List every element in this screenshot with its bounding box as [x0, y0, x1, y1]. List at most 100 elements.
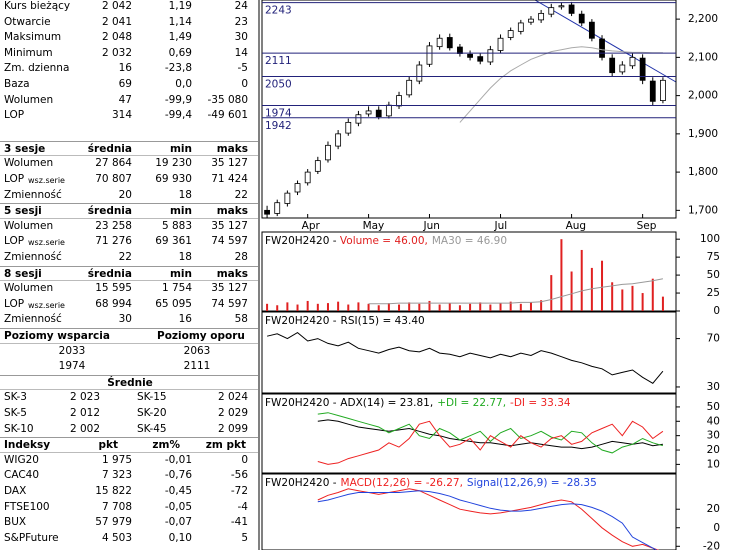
cell: 18: [178, 251, 192, 263]
cell: 8 sesji: [4, 267, 42, 280]
panel-title: FW20H2420 - Volume = 46.00, MA30 = 46.90: [265, 235, 507, 247]
candle-body: [325, 144, 331, 161]
volume-bar: [367, 303, 370, 311]
volume-bar: [651, 278, 654, 311]
candle-body: [294, 183, 301, 193]
cell: 1 975: [101, 453, 132, 466]
plot-area: [262, 1, 676, 218]
cell: 35 127: [211, 282, 248, 295]
cell: SK-3: [4, 391, 27, 404]
cell: zm%: [152, 439, 180, 452]
indicator-line: [317, 420, 664, 465]
cell: FTSE100: [4, 500, 50, 513]
volume-bar: [398, 304, 401, 311]
candle-body: [568, 4, 575, 14]
cell: 2063: [183, 344, 211, 357]
cell: -56: [230, 469, 248, 482]
cell: 2 041: [101, 15, 132, 28]
averages-header: Średnie: [0, 374, 258, 391]
y-tick-label: 20: [707, 444, 720, 456]
candle-body: [426, 45, 433, 65]
cell: Otwarcie: [4, 15, 51, 28]
cell: Zmienność: [4, 251, 62, 263]
cell: 5: [241, 531, 248, 544]
session-row: Wolumen 27 864 19 230 35 127: [0, 156, 258, 172]
cell: 19 230: [155, 157, 192, 170]
volume-bar: [641, 293, 644, 311]
session-row: Zmienność 22 18 28: [0, 250, 258, 266]
stat-row: Minimum 2 032 0,69 14: [0, 46, 258, 62]
stat-row: LOP 314 -99,4 -49 601: [0, 108, 258, 124]
plot-area: [317, 488, 660, 550]
session-row: LOP wsz.serie 68 994 65 095 74 597: [0, 297, 258, 313]
level-label: 1942: [265, 120, 292, 132]
y-tick-label: 0: [713, 522, 720, 534]
cell: 71 276: [95, 235, 132, 248]
x-tick-label: Aug: [566, 220, 587, 232]
cell: 47: [118, 93, 132, 106]
x-tick-label: Sep: [637, 220, 657, 232]
volume-bar: [489, 304, 492, 311]
legend-entry: MA30 = 46.90: [432, 235, 507, 247]
candle-body: [385, 104, 392, 117]
candle-body: [375, 109, 382, 118]
volume-bar: [601, 260, 604, 311]
volume-bar: [296, 304, 299, 311]
cell: min: [169, 142, 192, 155]
cell: wsz.serie: [28, 176, 65, 185]
candle-body: [538, 12, 545, 21]
candle-body: [649, 80, 656, 102]
cell: SK-20: [137, 407, 167, 419]
cell: 2 024: [217, 391, 248, 404]
cell: LOP: [4, 109, 25, 122]
cell: Zmienność: [4, 188, 62, 201]
y-tick-label: 2,000: [688, 90, 718, 102]
legend-entry: +DI = 22.77,: [437, 397, 506, 409]
plot-area: [317, 412, 664, 465]
candle-body: [477, 56, 484, 62]
volume-bar: [408, 302, 411, 311]
volume-bar: [357, 302, 360, 311]
volume-bar: [347, 304, 350, 311]
candle-body: [264, 209, 270, 215]
candle-body: [558, 5, 565, 8]
session-row: LOP wsz.serie 70 807 69 930 71 424: [0, 172, 258, 188]
cell: 23: [234, 15, 248, 28]
cell: 1 754: [161, 282, 192, 295]
y-tick-label: 1,900: [688, 128, 718, 140]
cell: -0,05: [164, 500, 192, 513]
candle-body: [497, 37, 504, 51]
cell: 2 012: [69, 407, 100, 419]
cell: 2 048: [101, 31, 132, 44]
volume-bar: [418, 303, 421, 311]
cell: 15 822: [95, 485, 132, 497]
cell: 27 864: [95, 157, 132, 170]
cell: 1,14: [168, 15, 192, 28]
cell: CAC40: [4, 469, 40, 482]
candle-body: [274, 202, 281, 214]
indicator-line: [317, 488, 660, 550]
y-tick-label: -20: [703, 540, 720, 550]
levels-row: 1974 2111: [0, 359, 258, 375]
panel-title-prefix: FW20H2420 -: [265, 477, 337, 489]
legend-entry: Signal(12,26,9) = -28.35: [467, 477, 597, 489]
cell: min: [169, 205, 192, 218]
panel-frame: [261, 473, 677, 550]
cell: SK-5: [4, 407, 27, 419]
cell: 7 323: [101, 469, 132, 482]
cell: 1,49: [168, 31, 192, 44]
stat-row: Kurs bieżący 2 042 1,19 24: [0, 0, 258, 15]
volume-bar: [448, 303, 451, 311]
levels-header: Poziomy wsparcia Poziomy oporu: [0, 328, 258, 344]
cell: 35 127: [211, 157, 248, 170]
indices-row: FTSE100 7 708 -0,05 -4: [0, 500, 258, 516]
panel-title-prefix: FW20H2420 -: [265, 315, 337, 327]
averages-row: SK-10 2 002 SK-45 2 099: [0, 422, 258, 438]
y-tick-label: 75: [707, 251, 720, 263]
candle-body: [284, 192, 291, 204]
volume-bar: [661, 296, 664, 311]
candle-body: [588, 21, 595, 39]
cell: Kurs bieżący: [4, 0, 71, 12]
session-header: 5 sesji średnia min maks: [0, 203, 258, 219]
